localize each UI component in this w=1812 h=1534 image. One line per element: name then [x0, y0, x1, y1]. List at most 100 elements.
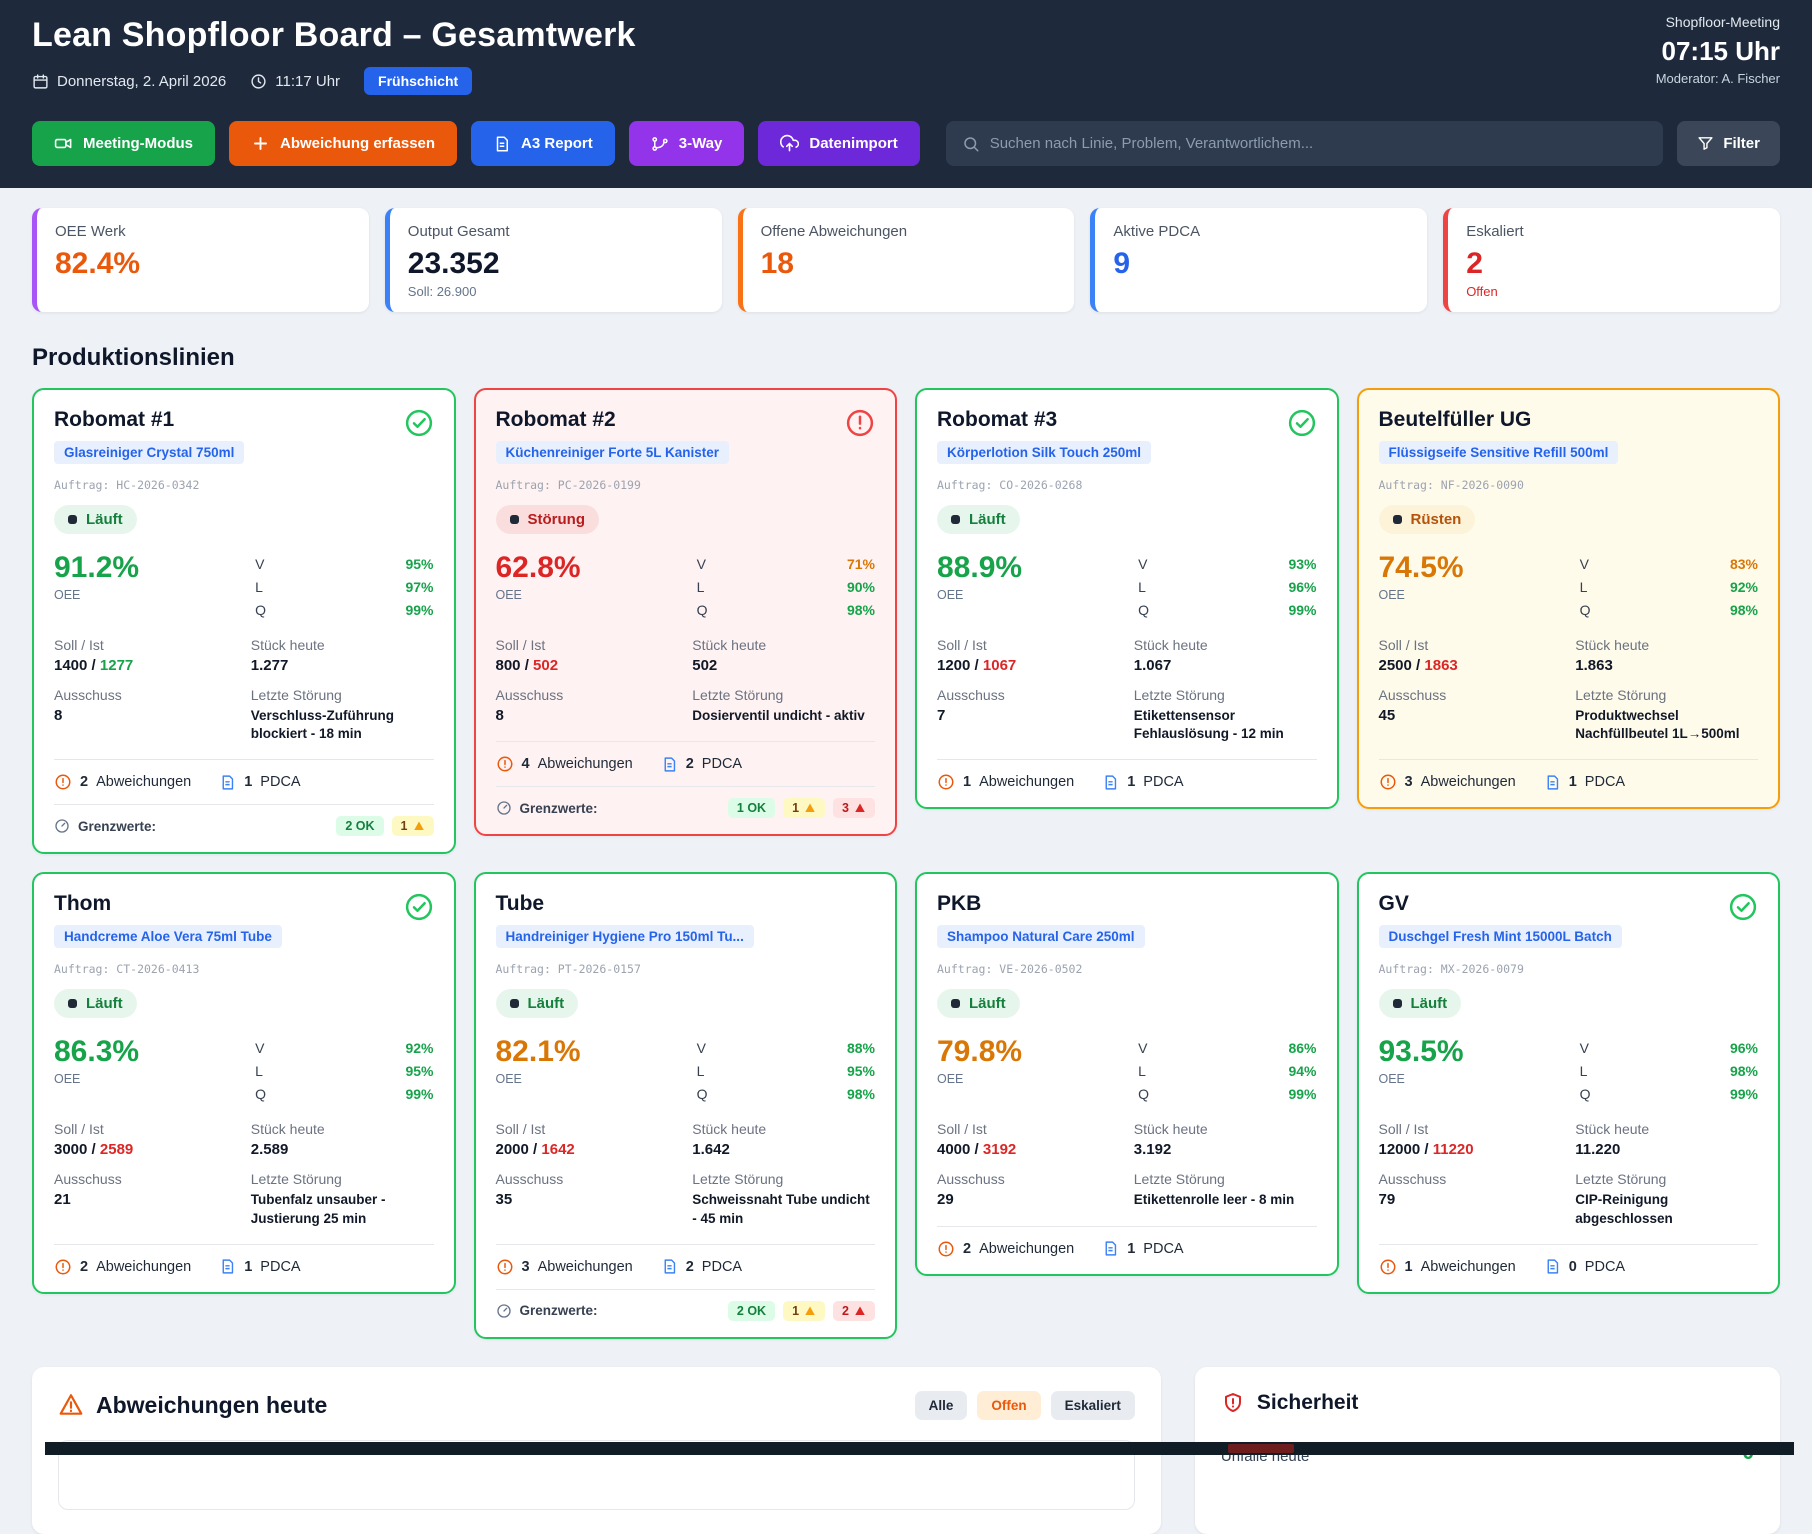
production-line-card[interactable]: Robomat #2 Küchenreiniger Forte 5L Kanis… [474, 388, 898, 836]
shift-badge[interactable]: Frühschicht [364, 67, 472, 95]
abweichungen-count[interactable]: 4Abweichungen [496, 755, 633, 773]
status-dot [68, 515, 77, 524]
soll-ist: Soll / Ist 4000 / 3192 [937, 1121, 1120, 1158]
abweichungen-count[interactable]: 3Abweichungen [1379, 773, 1516, 791]
oee-label: OEE [496, 1072, 581, 1086]
letzte-stoerung: Letzte Störung Tubenfalz unsauber - Just… [251, 1171, 434, 1227]
grenzwert-ok-badge: 2 OK [336, 816, 383, 836]
letzte-stoerung: Letzte Störung Dosierventil undicht - ak… [692, 687, 875, 725]
abweichungen-count[interactable]: 1Abweichungen [937, 773, 1074, 791]
status-dot [68, 999, 77, 1008]
filter-alle-button[interactable]: Alle [915, 1391, 968, 1420]
stueck-heute: Stück heute 1.642 [692, 1121, 875, 1158]
search-icon [962, 135, 980, 153]
kpi-value: 82.4% [55, 247, 351, 281]
line-status-icon [404, 892, 434, 922]
production-line-card[interactable]: Tube Handreiniger Hygiene Pro 150ml Tu..… [474, 872, 898, 1338]
kpi-label: Offene Abweichungen [761, 223, 1057, 240]
oee-label: OEE [1379, 588, 1464, 602]
filter-eskaliert-button[interactable]: Eskaliert [1051, 1391, 1135, 1420]
stueck-heute: Stück heute 502 [692, 637, 875, 674]
pdca-count[interactable]: 1PDCA [1544, 773, 1625, 791]
oee-value: 74.5% [1379, 551, 1464, 585]
stueck-heute: Stück heute 1.863 [1575, 637, 1758, 674]
grenzwert-ok-badge: 2 OK [728, 1301, 775, 1321]
abweichungen-count[interactable]: 3Abweichungen [496, 1258, 633, 1276]
letzte-stoerung: Letzte Störung Verschluss-Zuführung bloc… [251, 687, 434, 743]
kpi-sub: Soll: 26.900 [408, 284, 704, 299]
pdca-count[interactable]: 2PDCA [661, 755, 742, 773]
abweichungen-count[interactable]: 2Abweichungen [54, 773, 191, 791]
pdca-document-icon [1102, 1240, 1119, 1257]
vlq-breakdown: V71% L90% Q98% [697, 551, 875, 622]
order-number: Auftrag: CO-2026-0268 [937, 478, 1151, 492]
line-name: Robomat #2 [496, 408, 730, 432]
oee-label: OEE [937, 1072, 1022, 1086]
stueck-heute: Stück heute 2.589 [251, 1121, 434, 1158]
status-dot [510, 515, 519, 524]
production-line-card[interactable]: GV Duschgel Fresh Mint 15000L Batch Auft… [1357, 872, 1781, 1293]
order-number: Auftrag: MX-2026-0079 [1379, 962, 1622, 976]
shield-alert-icon [1221, 1391, 1245, 1415]
gauge-icon [496, 800, 512, 816]
abweichungen-count[interactable]: 2Abweichungen [937, 1240, 1074, 1258]
datenimport-button[interactable]: Datenimport [758, 121, 919, 166]
date-display: Donnerstag, 2. April 2026 [32, 73, 226, 90]
calendar-icon [32, 73, 49, 90]
search-input[interactable] [990, 135, 1648, 152]
ausschuss: Ausschuss 21 [54, 1171, 237, 1227]
a3-report-button[interactable]: A3 Report [471, 121, 615, 166]
production-line-card[interactable]: Robomat #3 Körperlotion Silk Touch 250ml… [915, 388, 1339, 809]
kpi-value: 2 [1466, 247, 1762, 281]
app-header: Lean Shopfloor Board – Gesamtwerk Donner… [0, 0, 1812, 188]
alert-circle-icon [54, 1258, 72, 1276]
pdca-document-icon [1102, 774, 1119, 791]
production-line-card[interactable]: Beutelfüller UG Flüssigseife Sensitive R… [1357, 388, 1781, 809]
line-name: Tube [496, 892, 754, 916]
production-line-card[interactable]: PKB Shampoo Natural Care 250ml Auftrag: … [915, 872, 1339, 1275]
check-circle-icon [1287, 408, 1317, 438]
filter-offen-button[interactable]: Offen [977, 1391, 1040, 1420]
pdca-count[interactable]: 1PDCA [1102, 773, 1183, 791]
line-name: Robomat #1 [54, 408, 244, 432]
oee-label: OEE [937, 588, 1022, 602]
kpi-value: 18 [761, 247, 1057, 281]
three-way-button[interactable]: 3-Way [629, 121, 745, 166]
product-badge: Duschgel Fresh Mint 15000L Batch [1379, 925, 1622, 948]
pdca-count[interactable]: 1PDCA [219, 773, 300, 791]
check-circle-icon [404, 408, 434, 438]
abweichung-erfassen-button[interactable]: Abweichung erfassen [229, 121, 457, 166]
alert-circle-icon [937, 1240, 955, 1258]
alert-circle-icon [1379, 1258, 1397, 1276]
kpi-row: OEE Werk 82.4% Output Gesamt 23.352 Soll… [32, 208, 1780, 312]
pdca-count[interactable]: 0PDCA [1544, 1258, 1625, 1276]
production-line-card[interactable]: Robomat #1 Glasreiniger Crystal 750ml Au… [32, 388, 456, 854]
line-status-icon [1287, 408, 1317, 438]
grenzwert-critical-badge: 2 [833, 1301, 875, 1321]
pdca-count[interactable]: 1PDCA [219, 1258, 300, 1276]
status-dot [951, 999, 960, 1008]
search-bar[interactable] [946, 121, 1664, 166]
moderator: Moderator: A. Fischer [1656, 71, 1780, 86]
ausschuss: Ausschuss 7 [937, 687, 1120, 743]
alarm-triangle-icon [854, 1305, 866, 1317]
vlq-breakdown: V88% L95% Q98% [697, 1035, 875, 1106]
abweichungen-count[interactable]: 1Abweichungen [1379, 1258, 1516, 1276]
meeting-modus-button[interactable]: Meeting-Modus [32, 121, 215, 166]
kpi-offene-abweichungen: Offene Abweichungen 18 [738, 208, 1075, 312]
kpi-label: OEE Werk [55, 223, 351, 240]
kpi-value: 23.352 [408, 247, 704, 281]
ausschuss: Ausschuss 79 [1379, 1171, 1562, 1227]
kpi-label: Eskaliert [1466, 223, 1762, 240]
filter-button[interactable]: Filter [1677, 121, 1780, 166]
abweichungen-count[interactable]: 2Abweichungen [54, 1258, 191, 1276]
cutoff-content-band [45, 1442, 1794, 1455]
status-pill: Läuft [937, 505, 1020, 534]
ausschuss: Ausschuss 45 [1379, 687, 1562, 743]
status-pill: Läuft [937, 989, 1020, 1018]
pdca-count[interactable]: 1PDCA [1102, 1240, 1183, 1258]
branch-icon [651, 135, 669, 153]
production-line-card[interactable]: Thom Handcreme Aloe Vera 75ml Tube Auftr… [32, 872, 456, 1293]
pdca-count[interactable]: 2PDCA [661, 1258, 742, 1276]
gauge-icon [54, 818, 70, 834]
